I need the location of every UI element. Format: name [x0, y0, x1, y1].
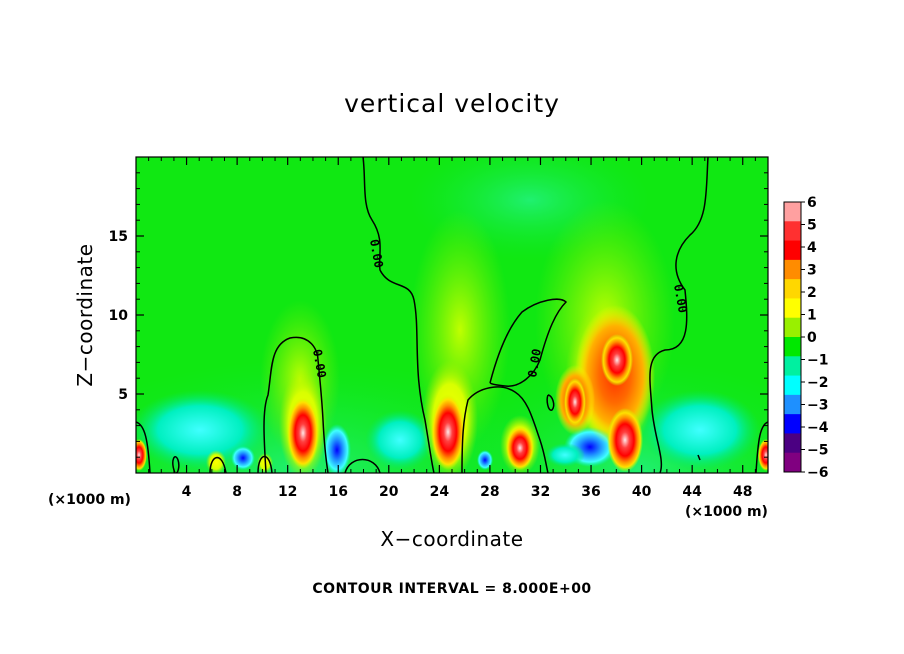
colorbar-band: [784, 279, 801, 299]
x-tick-label: 24: [430, 484, 450, 500]
contour-label: 0.00: [310, 348, 329, 379]
colorbar-band: [784, 433, 801, 454]
colorbar-label: 2: [807, 285, 817, 301]
contour-line: [172, 456, 180, 473]
colorbar-label: 3: [807, 263, 817, 279]
field-blob: [758, 439, 768, 471]
contour-line: [263, 336, 329, 473]
colorbar-band: [784, 202, 801, 222]
field-blob: [477, 450, 493, 470]
x-tick-label: 12: [278, 484, 297, 500]
x-tick-label: 48: [733, 484, 752, 500]
chart-title: vertical velocity: [344, 89, 560, 118]
contour-line: [136, 421, 151, 473]
heatmap-field: [136, 157, 768, 473]
contour-interval-caption: CONTOUR INTERVAL = 8.000E+00: [312, 581, 591, 597]
y-tick-label: 10: [109, 308, 129, 324]
colorbar-label: −6: [807, 465, 828, 481]
contour-label: 0.00: [525, 348, 544, 379]
x-tick-label: 44: [682, 484, 702, 500]
contour-line: [546, 394, 555, 411]
colorbar-label: −3: [807, 398, 828, 414]
field-blob: [287, 397, 319, 469]
field-blob: [545, 443, 585, 467]
contour-line: [362, 157, 435, 473]
contour-line: [344, 458, 381, 473]
x-tick-label: 32: [531, 484, 550, 500]
colorbar-band: [784, 317, 801, 338]
colorbar-band: [784, 337, 801, 357]
colorbar-band: [784, 375, 801, 396]
contour-line: [209, 456, 227, 473]
x-tick-label: 20: [379, 484, 399, 500]
contour-line: [257, 455, 273, 473]
field-blob: [231, 446, 255, 470]
y-axis-ticks: 5 10 15: [109, 172, 768, 458]
x-unit-right: (×1000 m): [685, 504, 768, 520]
colorbar-band: [784, 221, 801, 242]
x-tick-label: 8: [232, 484, 242, 500]
contour-line: [649, 157, 709, 473]
colorbar-label: −5: [807, 443, 828, 459]
x-tick-label: 40: [632, 484, 652, 500]
field-blob: [607, 408, 643, 472]
colorbar-label: −2: [807, 375, 828, 391]
colorbar-band: [784, 356, 801, 377]
x-axis-ticks: 4 8 12 16 20 24 28 32 36 40 44 48: [148, 157, 756, 500]
x-axis-label: X−coordinate: [380, 527, 523, 551]
colorbar-label: 5: [807, 218, 817, 234]
y-tick-label: 5: [118, 387, 128, 403]
x-tick-label: 28: [480, 484, 499, 500]
contour-line: [461, 386, 549, 473]
field-blob: [365, 410, 435, 470]
field-blob: [431, 394, 465, 470]
contour-labels: 0.00 0.00 0.00 0.00: [310, 238, 690, 379]
field-blob: [564, 378, 586, 426]
contour-line: [697, 454, 701, 461]
colorbar-label: 6: [807, 195, 817, 211]
colorbar-band: [784, 394, 801, 415]
colorbar-band: [784, 414, 801, 434]
x-tick-label: 16: [328, 484, 347, 500]
x-tick-label: 36: [581, 484, 600, 500]
colorbar-band: [784, 298, 801, 319]
x-tick-label: 4: [182, 484, 192, 500]
contour-label: 0.00: [367, 238, 386, 269]
field-blob: [640, 390, 760, 470]
colorbar-label: 4: [807, 240, 817, 256]
field-blob: [323, 424, 351, 473]
x-unit-left: (×1000 m): [48, 492, 131, 508]
colorbar-label: −1: [807, 353, 828, 369]
field-blob: [601, 334, 633, 386]
colorbar-band: [784, 240, 801, 261]
y-axis-label: Z−coordinate: [73, 243, 97, 386]
zero-contours: [136, 157, 768, 473]
colorbar-band: [784, 259, 801, 280]
contour-line: [489, 298, 568, 387]
contour-label: 0.00: [671, 283, 690, 314]
colorbar-label: 1: [807, 308, 817, 324]
colorbar-label: −4: [807, 420, 829, 436]
colorbar-band: [784, 452, 801, 473]
field-blob: [136, 439, 147, 471]
y-tick-label: 15: [109, 229, 128, 245]
colorbar-label: 0: [807, 330, 817, 346]
contour-line: [755, 421, 768, 473]
field-blob: [506, 426, 534, 470]
colorbar: 6 5 4 3 2 1 0 −1 −2 −3 −4 −5 −6: [783, 195, 829, 481]
